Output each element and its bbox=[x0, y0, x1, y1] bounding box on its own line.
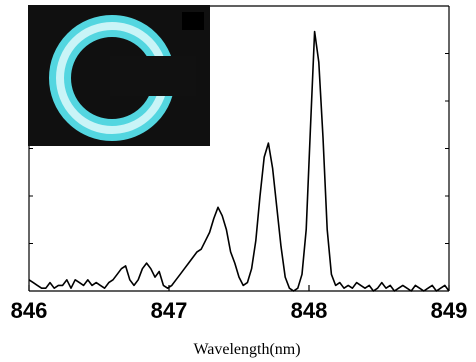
series-layer bbox=[28, 30, 450, 292]
series-line-0 bbox=[28, 30, 450, 292]
x-tick-label: 847 bbox=[151, 298, 188, 323]
inset-photo bbox=[28, 5, 210, 146]
inset-gap bbox=[110, 56, 196, 96]
x-tick-label: 846 bbox=[11, 298, 48, 323]
x-axis-label: Wavelength(nm) bbox=[193, 341, 300, 358]
x-tick-label: 849 bbox=[431, 298, 468, 323]
x-tick-label: 848 bbox=[291, 298, 328, 323]
x-axis-ticks: 846 847 848 849 bbox=[11, 285, 468, 323]
inset-corner-mark bbox=[182, 12, 204, 30]
